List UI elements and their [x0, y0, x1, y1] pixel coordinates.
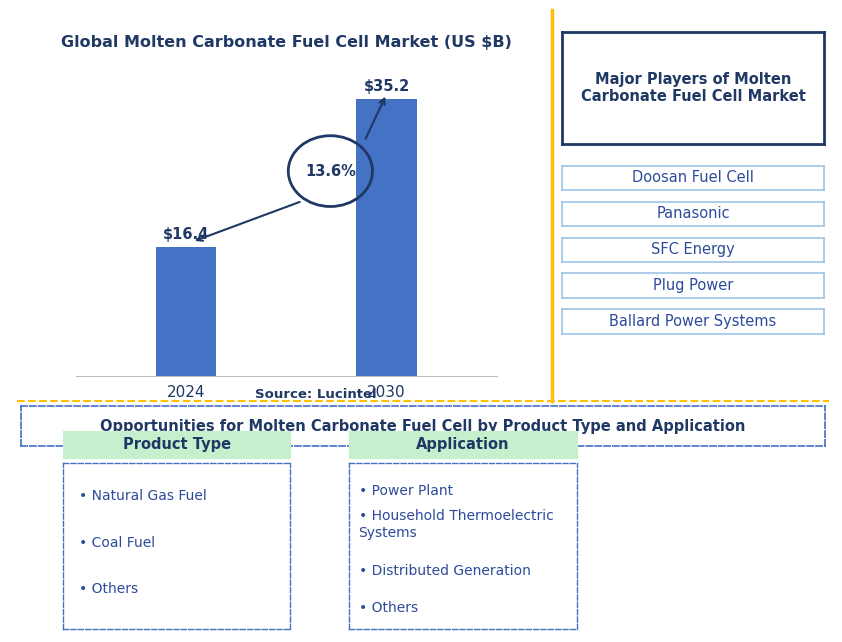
- Text: Doosan Fuel Cell: Doosan Fuel Cell: [632, 170, 754, 186]
- Title: Global Molten Carbonate Fuel Cell Market (US $B): Global Molten Carbonate Fuel Cell Market…: [61, 35, 512, 50]
- Text: • Others: • Others: [359, 600, 418, 614]
- Text: Plug Power: Plug Power: [653, 278, 733, 293]
- Text: Major Players of Molten
Carbonate Fuel Cell Market: Major Players of Molten Carbonate Fuel C…: [580, 72, 806, 105]
- Bar: [356, 99, 417, 376]
- Text: 13.6%: 13.6%: [305, 164, 356, 178]
- Text: $35.2: $35.2: [364, 79, 410, 94]
- Text: $16.4: $16.4: [163, 227, 209, 242]
- Text: • Power Plant: • Power Plant: [359, 484, 453, 498]
- Text: • Others: • Others: [79, 582, 138, 596]
- Text: • Household Thermoelectric
Systems: • Household Thermoelectric Systems: [359, 509, 553, 539]
- Text: Source: Lucintel: Source: Lucintel: [255, 388, 376, 401]
- Text: • Coal Fuel: • Coal Fuel: [79, 535, 155, 550]
- Text: • Natural Gas Fuel: • Natural Gas Fuel: [79, 489, 207, 503]
- Bar: [156, 247, 216, 376]
- Text: Application: Application: [416, 437, 510, 452]
- Text: • Distributed Generation: • Distributed Generation: [359, 564, 530, 578]
- Text: Ballard Power Systems: Ballard Power Systems: [610, 314, 776, 329]
- Text: SFC Energy: SFC Energy: [651, 242, 735, 257]
- Text: Opportunities for Molten Carbonate Fuel Cell by Product Type and Application: Opportunities for Molten Carbonate Fuel …: [100, 419, 746, 434]
- Text: Product Type: Product Type: [123, 437, 231, 452]
- Text: Panasonic: Panasonic: [656, 206, 730, 221]
